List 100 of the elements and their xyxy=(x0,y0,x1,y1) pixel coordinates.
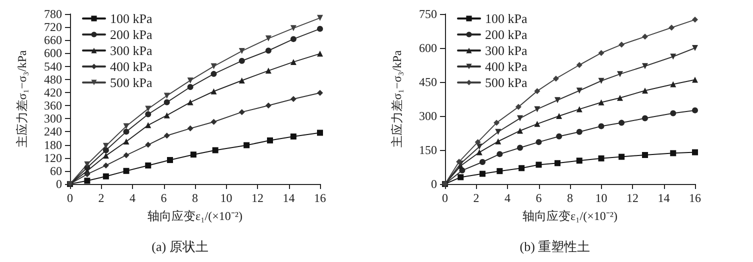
point xyxy=(642,115,648,122)
point xyxy=(517,128,523,134)
point xyxy=(265,35,272,42)
point xyxy=(145,111,152,118)
point xyxy=(317,130,323,136)
point xyxy=(496,151,503,158)
point xyxy=(290,36,296,42)
y-tick-label: 240 xyxy=(44,124,62,139)
point xyxy=(556,133,562,140)
x-axis-title: 轴向应变ε₁/(×10⁻²) xyxy=(522,209,618,223)
point xyxy=(290,58,296,65)
point xyxy=(84,178,90,184)
x-tick-label: 14 xyxy=(282,191,295,205)
point xyxy=(598,123,604,130)
point xyxy=(692,76,698,83)
point xyxy=(317,14,323,21)
point xyxy=(102,147,109,154)
x-tick-label: 6 xyxy=(160,191,167,205)
point xyxy=(480,170,486,177)
point xyxy=(290,25,296,32)
point xyxy=(102,173,109,180)
point xyxy=(474,139,481,146)
point xyxy=(642,152,648,158)
point xyxy=(84,161,90,168)
point xyxy=(670,110,676,116)
point xyxy=(210,88,217,94)
point xyxy=(317,50,323,57)
point xyxy=(552,76,559,82)
point xyxy=(317,26,323,32)
y-tick-label: 660 xyxy=(44,33,62,48)
point xyxy=(210,63,217,70)
point xyxy=(145,162,152,168)
point xyxy=(265,48,272,54)
point xyxy=(317,90,323,96)
x-tick-label: 12 xyxy=(252,191,264,205)
text: (b) 重塑性土 xyxy=(520,239,590,254)
point xyxy=(618,42,625,48)
legend-label: 100 kPa xyxy=(110,11,152,26)
y-tick-label: 300 xyxy=(419,109,437,123)
point xyxy=(576,62,582,68)
point xyxy=(123,123,130,130)
point xyxy=(102,142,109,149)
y-axis-title: 主应力差σ₁−σ₃/kPa xyxy=(15,50,29,148)
y-tick-label: 180 xyxy=(44,138,62,152)
legend-label: 200 kPa xyxy=(110,27,152,42)
point xyxy=(190,152,196,158)
point xyxy=(458,174,464,180)
point xyxy=(187,84,194,90)
point xyxy=(534,120,540,127)
point xyxy=(102,152,109,159)
point xyxy=(164,99,170,106)
point xyxy=(692,45,698,51)
y-tick-label: 0 xyxy=(56,177,62,191)
point xyxy=(123,168,130,174)
point xyxy=(238,109,245,116)
point xyxy=(238,48,245,54)
point xyxy=(670,150,676,156)
point xyxy=(598,155,604,162)
x-tick-label: 2 xyxy=(98,191,104,205)
point xyxy=(618,154,625,160)
x-tick-label: 6 xyxy=(536,191,542,205)
x-tick-label: 4 xyxy=(130,191,136,205)
point xyxy=(164,92,170,99)
point xyxy=(495,128,502,135)
point xyxy=(576,158,582,164)
legend-label: 400 kPa xyxy=(485,59,528,74)
y-tick-label: 150 xyxy=(419,143,437,157)
y-tick-label: 600 xyxy=(419,41,437,55)
legend-label: 400 kPa xyxy=(110,59,152,74)
x-tick-label: 4 xyxy=(504,191,510,205)
legend-label: 100 kPa xyxy=(485,11,528,26)
point xyxy=(642,34,648,40)
y-tick-label: 300 xyxy=(44,112,62,126)
point xyxy=(517,144,523,151)
point xyxy=(145,106,152,112)
point xyxy=(187,77,194,84)
point xyxy=(123,152,130,158)
x-axis-title: 轴向应变ε₁/(×10⁻²) xyxy=(148,209,242,223)
point xyxy=(212,147,218,154)
point xyxy=(598,99,604,106)
y-tick-label: 0 xyxy=(431,177,437,191)
point xyxy=(210,70,217,77)
point xyxy=(267,137,273,144)
y-tick-label: 750 xyxy=(419,7,437,21)
y-tick-label: 60 xyxy=(50,164,62,178)
point xyxy=(692,149,698,156)
point xyxy=(598,78,604,84)
point xyxy=(617,94,623,101)
point xyxy=(517,115,523,122)
point xyxy=(480,159,486,166)
point xyxy=(642,63,648,70)
point xyxy=(145,142,152,148)
point xyxy=(145,122,152,128)
point xyxy=(167,157,173,164)
point xyxy=(670,81,676,88)
point xyxy=(84,171,90,178)
point xyxy=(496,168,503,174)
point xyxy=(495,138,502,144)
y-tick-label: 600 xyxy=(44,46,62,60)
point xyxy=(164,132,170,139)
